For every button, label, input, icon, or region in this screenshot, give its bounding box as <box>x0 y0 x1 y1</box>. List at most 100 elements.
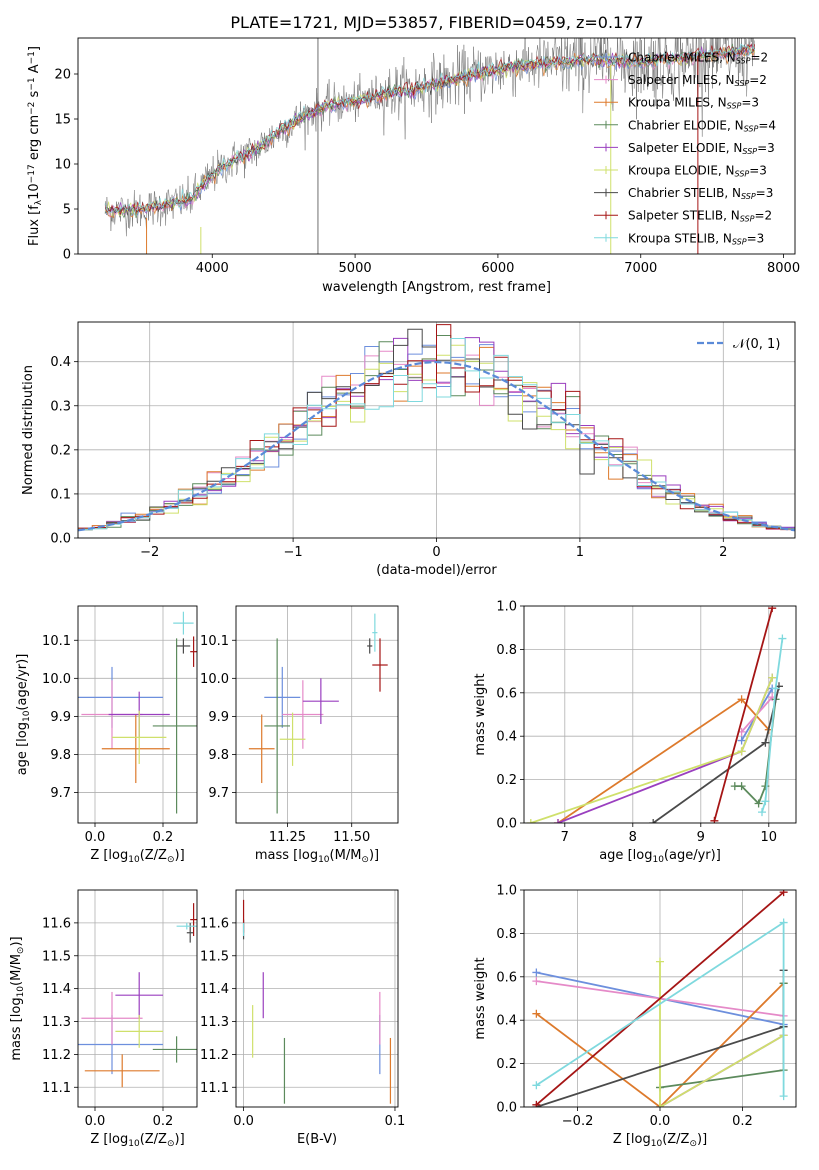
x-tick-label: 0.2 <box>153 830 174 845</box>
spectrum-data-line <box>104 38 755 237</box>
errorbar-point <box>173 611 194 635</box>
y-tick-label: 0.4 <box>50 355 71 370</box>
y-tick-label: 9.7 <box>208 786 229 801</box>
panel-weight_vs_Z: −0.2 0.0 0.2 0.0 0.2 0.4 0.6 0.8 1.0 Z [log10(Z/Z… <box>473 884 797 1149</box>
errorbar-point <box>372 613 378 652</box>
panel-residuals: −2 −1 0 1 2 0.0 0.1 0.2 0.3 0.4 (data-model)/error… <box>21 321 796 578</box>
x-tick-label: 4000 <box>196 261 229 276</box>
y-tick-label: 10.1 <box>200 634 229 649</box>
y-tick-label: 5 <box>63 203 71 218</box>
x-tick-label: −2 <box>140 545 159 560</box>
y-tick-label: 9.9 <box>208 710 229 725</box>
y-axis-label: mass weight <box>473 957 488 1039</box>
y-axis-label: Normed distribution <box>21 365 36 495</box>
errorbar-point <box>367 638 373 654</box>
legend-label: Kroupa MILES, NSSP=3 <box>628 96 759 111</box>
histogram-step-line <box>78 324 795 531</box>
y-tick-label: 1.0 <box>496 884 517 899</box>
y-tick-label: 0.2 <box>496 773 517 788</box>
errorbar-point <box>302 678 339 725</box>
x-tick-label: 11.50 <box>333 830 370 845</box>
axes-frame <box>77 321 796 539</box>
weight-series-line <box>530 677 774 823</box>
panel-spectrum: 4000 5000 6000 7000 8000 0 5 10 15 20 wavelength [… <box>27 37 800 295</box>
errorbar-point <box>176 638 191 654</box>
weight-point-marker <box>768 673 777 682</box>
legend-label: Chabrier MILES, NSSP=2 <box>628 51 768 66</box>
errorbar-point <box>176 922 197 930</box>
errorbar-point <box>112 710 167 764</box>
errorbar-point <box>101 714 170 784</box>
x-tick-label: 0 <box>432 545 440 560</box>
y-tick-label: 11.4 <box>42 982 71 997</box>
x-tick-label: −0.2 <box>562 1114 594 1129</box>
errorbar-point <box>372 638 388 692</box>
x-tick-label: 5000 <box>339 261 372 276</box>
weight-series-line <box>761 638 784 813</box>
weight-point-marker <box>779 1092 788 1101</box>
y-tick-label: 0.4 <box>496 1014 517 1029</box>
y-tick-label: 11.6 <box>42 916 71 931</box>
x-tick-label: 0.2 <box>732 1114 753 1129</box>
weight-point-marker <box>737 747 746 756</box>
y-tick-label: 11.4 <box>200 982 229 997</box>
axes-frame <box>235 889 399 1108</box>
errorbar-point <box>84 1054 160 1088</box>
weight-point-marker <box>778 634 787 643</box>
plot-area <box>236 890 398 1107</box>
y-tick-label: 0.1 <box>50 487 71 502</box>
y-tick-label: 0.8 <box>496 927 517 942</box>
y-tick-label: 0.2 <box>50 443 71 458</box>
y-tick-label: 0.0 <box>496 1101 517 1116</box>
x-axis-label: Z [log10(Z/Z⊙)] <box>90 848 184 865</box>
axes-frame <box>235 605 399 824</box>
weight-point-marker <box>761 797 770 806</box>
spectrum-model-line <box>104 43 756 216</box>
axes-frame <box>77 605 198 824</box>
plot-area <box>524 606 796 823</box>
x-axis-label: Z [log10(Z/Z⊙)] <box>613 1132 707 1149</box>
y-tick-label: 0.6 <box>496 686 517 701</box>
y-tick-label: 9.8 <box>208 748 229 763</box>
y-tick-label: 0.4 <box>496 730 517 745</box>
errorbar-point <box>115 1014 163 1048</box>
weight-point-marker <box>779 890 788 897</box>
x-tick-label: 9 <box>697 830 705 845</box>
x-tick-label: 0.0 <box>650 1114 671 1129</box>
x-tick-label: 7000 <box>624 261 657 276</box>
errorbar-point <box>152 638 197 814</box>
weight-point-marker <box>737 782 746 791</box>
legend-label: 𝒩(0, 1) <box>733 337 780 352</box>
x-axis-label: wavelength [Angstrom, rest frame] <box>322 280 551 295</box>
y-tick-label: 0.6 <box>496 970 517 985</box>
plot-area <box>78 890 197 1107</box>
weight-point-marker <box>656 1103 664 1107</box>
plot-area <box>524 890 796 1107</box>
y-tick-label: 0.0 <box>50 532 71 547</box>
x-tick-label: −1 <box>284 545 303 560</box>
weight-point-marker <box>710 816 719 823</box>
weight-point-marker <box>656 957 664 966</box>
x-tick-label: 1 <box>576 545 584 560</box>
y-axis-label: mass [log10(M/M⊙)] <box>9 936 26 1060</box>
panel-age_vs_mass: 11.25 11.50 9.7 9.8 9.9 10.0 10.1 mass [log10(M… <box>200 605 399 865</box>
weight-point-marker <box>771 684 780 693</box>
weight-point-marker <box>532 1100 541 1107</box>
x-axis-label: mass [log10(M/M⊙)] <box>255 848 379 865</box>
x-axis-label: age [log10(age/yr)] <box>599 848 721 865</box>
y-axis-label: Flux [fλ10−17 erg cm−2 s−1 A−1] <box>27 46 44 246</box>
y-tick-label: 0.8 <box>496 643 517 658</box>
y-tick-label: 10.0 <box>42 672 71 687</box>
panel-mass_vs_ebv: 0.0 0.1 11.1 11.2 11.3 11.4 11.5 11.6 E(B-V) <box>200 889 405 1147</box>
errorbar-point <box>190 636 197 667</box>
weight-point-marker <box>737 695 746 704</box>
y-tick-label: 9.7 <box>50 786 71 801</box>
weight-point-marker <box>554 819 562 823</box>
weight-series-line <box>659 961 785 1107</box>
y-tick-label: 11.2 <box>200 1048 229 1063</box>
plot-area <box>78 322 795 538</box>
x-tick-label: 2 <box>719 545 727 560</box>
y-axis-label: age [log10(age/yr)] <box>15 654 32 776</box>
